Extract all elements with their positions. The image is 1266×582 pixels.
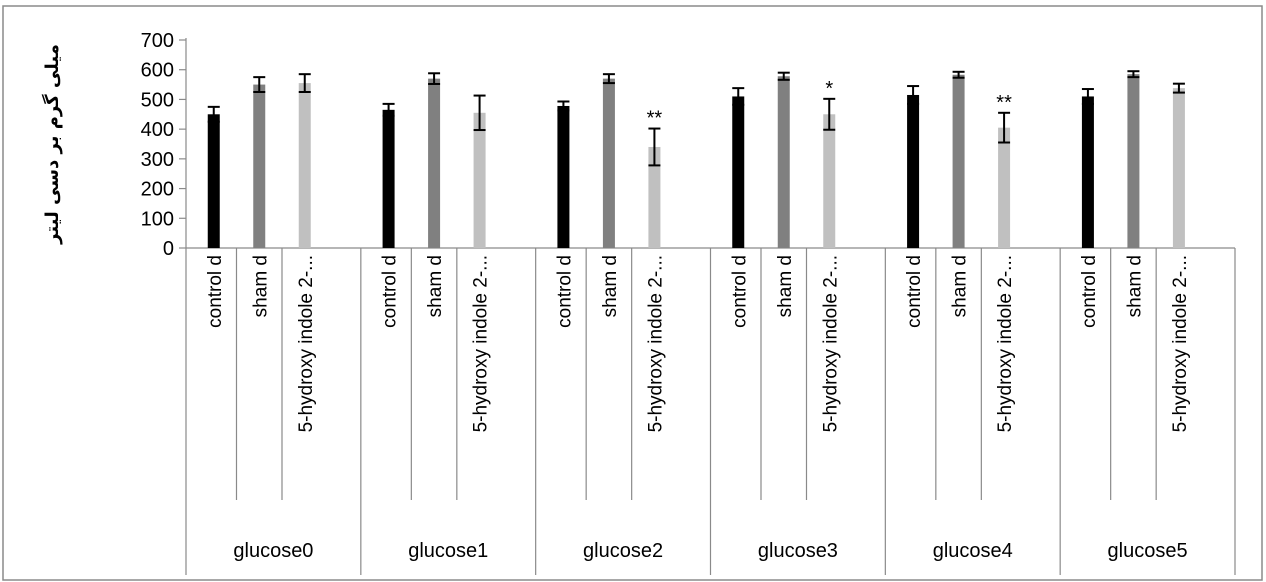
bar (907, 94, 920, 248)
bar (253, 84, 266, 248)
category-label: 5-hydroxy indole 2-... (995, 255, 1016, 432)
y-tick-label: 300 (141, 149, 174, 171)
category-label: 5-hydroxy indole 2-... (820, 255, 841, 432)
category-label: sham d (1124, 255, 1145, 317)
bars-group (207, 74, 1185, 249)
category-label: sham d (950, 255, 971, 317)
category-label: 5-hydroxy indole 2-... (645, 255, 666, 432)
chart-border (2, 5, 1263, 581)
y-axis-title: میلی گرم بر دسی لیتر (41, 44, 63, 245)
bar (473, 112, 486, 248)
bar (648, 146, 661, 248)
group-label: glucose1 (408, 540, 488, 562)
category-label: control d (904, 255, 925, 328)
y-tick-label: 200 (141, 179, 174, 201)
category-label: sham d (775, 255, 796, 317)
category-label: sham d (600, 255, 621, 317)
y-tick-label: 100 (141, 208, 174, 230)
category-label: control d (205, 255, 226, 328)
group-label: glucose0 (233, 540, 313, 562)
category-label: control d (380, 255, 401, 328)
bar (428, 78, 441, 248)
category-label: control d (554, 255, 575, 328)
bar (382, 109, 395, 248)
y-tick-label: 500 (141, 89, 174, 111)
category-label: control d (729, 255, 750, 328)
y-tick-label: 0 (163, 238, 174, 260)
bar (952, 74, 965, 248)
significance-label: * (825, 78, 833, 100)
category-label: 5-hydroxy indole 2-... (471, 255, 492, 432)
group-label: glucose4 (933, 540, 1013, 562)
bar (1172, 88, 1185, 248)
category-label: sham d (425, 255, 446, 317)
bar (602, 78, 615, 248)
y-tick-label: 400 (141, 119, 174, 141)
significance-label: ** (647, 108, 663, 130)
y-tick-label: 600 (141, 60, 174, 82)
group-label: glucose2 (583, 540, 663, 562)
bar (998, 127, 1011, 248)
bar (1081, 96, 1094, 248)
category-label: 5-hydroxy indole 2-... (1170, 255, 1191, 432)
category-label: 5-hydroxy indole 2-... (296, 255, 317, 432)
category-label: sham d (250, 255, 271, 317)
bar (777, 76, 790, 248)
bar (298, 83, 311, 248)
error-bars-group (207, 70, 1185, 167)
labels-group: 0 100 200 300 400 500 600 700 میلی گرم بر دسی لی… (41, 30, 1191, 562)
bar (207, 114, 220, 249)
group-label: glucose3 (758, 540, 838, 562)
bar (732, 96, 745, 248)
category-label: control d (1079, 255, 1100, 328)
bar (557, 105, 570, 248)
bar (1127, 74, 1140, 249)
bar (823, 114, 836, 249)
axes-group (179, 38, 1236, 575)
y-tick-label: 700 (141, 30, 174, 52)
significance-label: ** (996, 92, 1012, 114)
group-label: glucose5 (1108, 540, 1188, 562)
